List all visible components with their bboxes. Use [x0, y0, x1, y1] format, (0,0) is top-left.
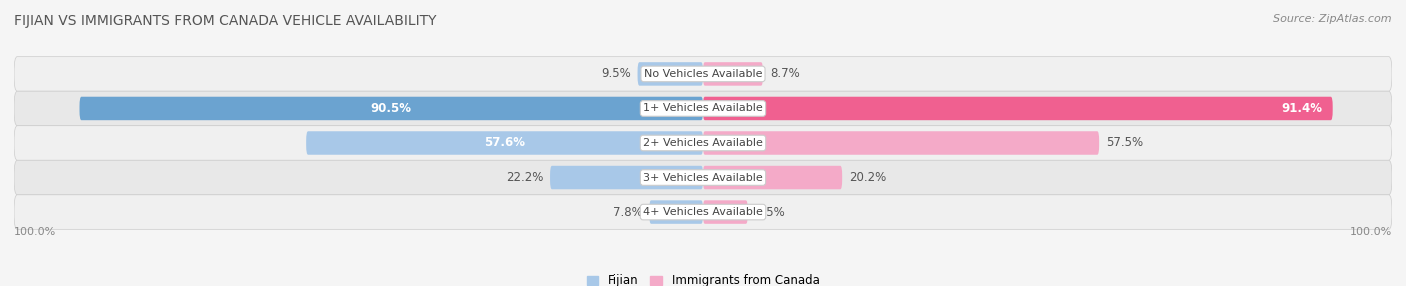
FancyBboxPatch shape — [14, 160, 1392, 195]
FancyBboxPatch shape — [14, 91, 1392, 126]
Text: 6.5%: 6.5% — [755, 206, 785, 219]
FancyBboxPatch shape — [307, 131, 703, 155]
Text: 57.5%: 57.5% — [1107, 136, 1143, 150]
FancyBboxPatch shape — [14, 126, 1392, 160]
FancyBboxPatch shape — [637, 62, 703, 86]
Text: No Vehicles Available: No Vehicles Available — [644, 69, 762, 79]
Text: 100.0%: 100.0% — [1350, 227, 1392, 237]
FancyBboxPatch shape — [703, 200, 748, 224]
Text: 8.7%: 8.7% — [770, 67, 800, 80]
Text: 90.5%: 90.5% — [371, 102, 412, 115]
FancyBboxPatch shape — [703, 97, 1333, 120]
Text: 91.4%: 91.4% — [1281, 102, 1323, 115]
Text: Source: ZipAtlas.com: Source: ZipAtlas.com — [1274, 14, 1392, 24]
Text: 9.5%: 9.5% — [600, 67, 631, 80]
FancyBboxPatch shape — [650, 200, 703, 224]
Text: 57.6%: 57.6% — [484, 136, 524, 150]
Text: 1+ Vehicles Available: 1+ Vehicles Available — [643, 104, 763, 114]
Text: 3+ Vehicles Available: 3+ Vehicles Available — [643, 172, 763, 182]
Text: 7.8%: 7.8% — [613, 206, 643, 219]
FancyBboxPatch shape — [703, 166, 842, 189]
FancyBboxPatch shape — [703, 62, 763, 86]
Legend: Fijian, Immigrants from Canada: Fijian, Immigrants from Canada — [586, 274, 820, 286]
Text: 100.0%: 100.0% — [14, 227, 56, 237]
FancyBboxPatch shape — [14, 57, 1392, 91]
Text: 2+ Vehicles Available: 2+ Vehicles Available — [643, 138, 763, 148]
Text: 4+ Vehicles Available: 4+ Vehicles Available — [643, 207, 763, 217]
FancyBboxPatch shape — [14, 195, 1392, 229]
FancyBboxPatch shape — [550, 166, 703, 189]
Text: 20.2%: 20.2% — [849, 171, 886, 184]
FancyBboxPatch shape — [703, 131, 1099, 155]
FancyBboxPatch shape — [80, 97, 703, 120]
Text: FIJIAN VS IMMIGRANTS FROM CANADA VEHICLE AVAILABILITY: FIJIAN VS IMMIGRANTS FROM CANADA VEHICLE… — [14, 14, 436, 28]
Text: 22.2%: 22.2% — [506, 171, 543, 184]
